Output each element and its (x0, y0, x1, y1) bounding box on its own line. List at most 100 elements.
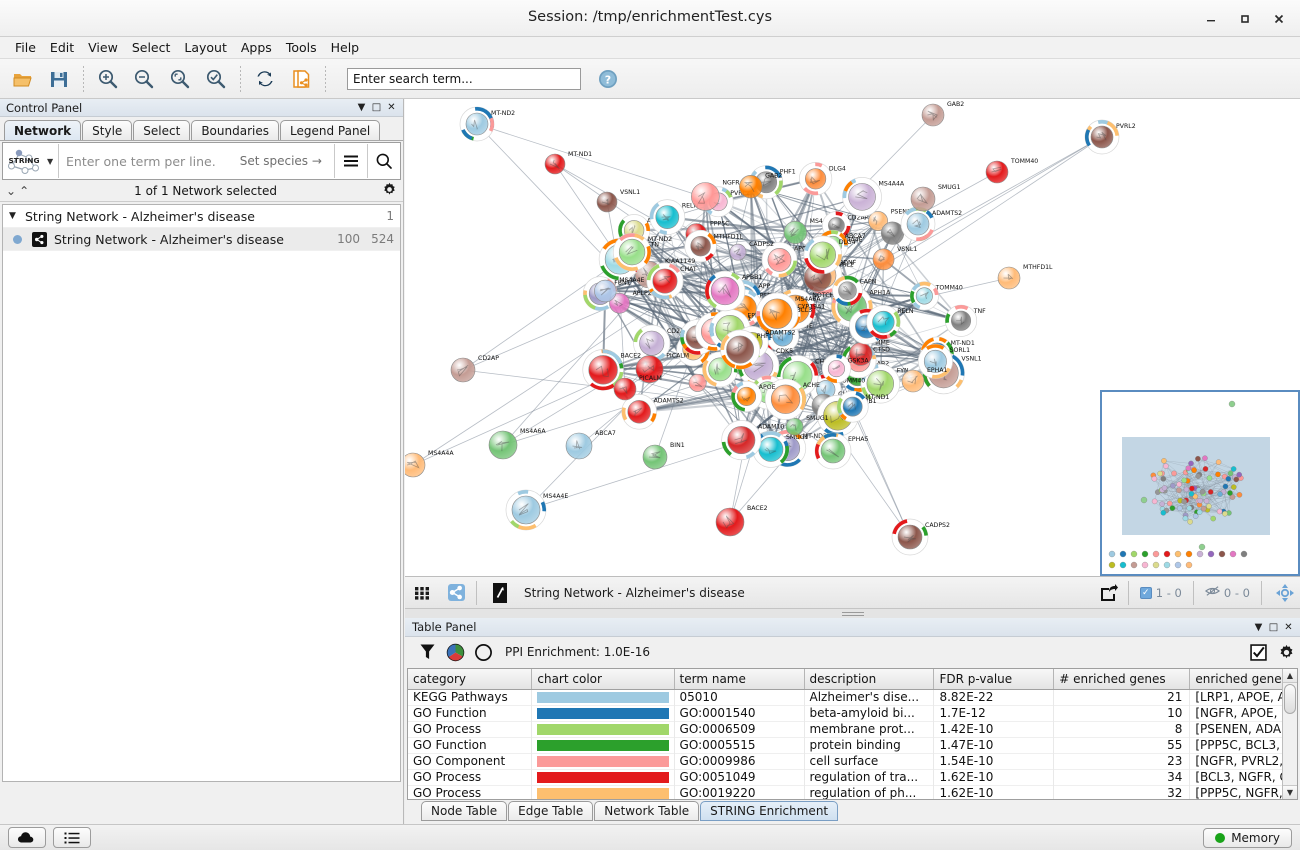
network-node[interactable]: BIN1 (642, 442, 685, 470)
table-row[interactable]: GO Process GO:0019220 regulation of ph... 1… (408, 785, 1297, 799)
hamburger-menu-icon[interactable] (335, 143, 367, 179)
network-node[interactable]: ADAMTS2 (621, 394, 684, 430)
menu-layout[interactable]: Layout (184, 40, 227, 55)
donut-chart-icon[interactable] (469, 639, 497, 665)
network-node[interactable]: ACHE (764, 378, 820, 420)
column-header-category[interactable]: category (408, 669, 533, 690)
network-node[interactable]: MS4A4A (405, 450, 454, 478)
hidden-nodes-badge[interactable]: 0 - 0 (1199, 585, 1256, 600)
pan-navigator-icon[interactable] (1270, 580, 1300, 606)
network-node[interactable]: SMUG1 (910, 184, 961, 212)
selected-nodes-badge[interactable]: ✓ 1 - 0 (1134, 586, 1188, 600)
task-list-icon[interactable] (53, 827, 91, 848)
network-node[interactable]: MS4A4E (505, 489, 568, 531)
memory-button[interactable]: Memory (1203, 827, 1292, 848)
network-node[interactable]: VSNL1 (872, 246, 917, 271)
network-node[interactable]: MTHFD1L (684, 229, 744, 263)
table-row[interactable]: GO Process GO:0006509 membrane prot... 1.42… (408, 721, 1297, 737)
network-node[interactable]: MT-ND1 (836, 390, 889, 423)
scroll-down-arrow-icon[interactable]: ▼ (1283, 785, 1297, 799)
select-all-checkbox-icon[interactable] (1244, 639, 1272, 665)
grid-layout-icon[interactable] (408, 580, 438, 606)
pie-chart-icon[interactable] (441, 639, 469, 665)
network-node[interactable]: MS4A4A (842, 177, 905, 217)
gear-icon[interactable] (1272, 639, 1300, 665)
network-node[interactable]: MTHFD1L (997, 264, 1053, 290)
search-icon[interactable] (368, 143, 400, 179)
control-panel-float-button[interactable]: □ (371, 102, 382, 113)
refresh-icon[interactable] (248, 63, 282, 95)
zoom-fit-icon[interactable] (163, 63, 197, 95)
tab-network-table[interactable]: Network Table (594, 801, 700, 821)
network-node[interactable]: CADPS2 (729, 241, 774, 261)
menu-file[interactable]: File (15, 40, 36, 55)
table-row[interactable]: GO Function GO:0005515 protein binding 1.47… (408, 737, 1297, 753)
tab-string-enrichment[interactable]: STRING Enrichment (700, 801, 839, 821)
network-node[interactable]: GSK3A (821, 354, 869, 384)
minimize-button[interactable] (1194, 4, 1228, 34)
network-node[interactable]: GAB2 (921, 101, 964, 127)
filter-funnel-icon[interactable] (413, 639, 441, 665)
network-node[interactable]: MT-ND2 (612, 232, 672, 272)
table-vertical-scrollbar[interactable]: ▲ ▼ (1282, 669, 1297, 799)
menu-select[interactable]: Select (131, 40, 171, 55)
column-header-term-name[interactable]: term name (674, 669, 805, 690)
string-network-icon[interactable] (441, 580, 471, 606)
table-row[interactable]: GO Function GO:0001540 beta-amyloid bi... 1… (408, 705, 1297, 721)
string-logo-icon[interactable]: STRING (3, 143, 47, 179)
network-node[interactable]: NGFR (691, 179, 740, 211)
set-species-link[interactable]: Set species → (239, 154, 322, 168)
network-node[interactable]: RELN (866, 304, 914, 340)
tab-select[interactable]: Select (133, 120, 191, 140)
network-node[interactable]: ADAMTS2 (900, 206, 962, 242)
network-nodes[interactable]: MT-ND2 MT-ND1 VSNL1 CD2AP MS4A4A MS4A6A MS4A4E… (405, 101, 1136, 556)
menu-apps[interactable]: Apps (240, 40, 272, 55)
panel-resize-handle[interactable] (405, 609, 1300, 618)
enrichment-table[interactable]: category chart color term name descripti… (407, 668, 1298, 800)
cloud-status-icon[interactable] (8, 827, 46, 848)
menu-view[interactable]: View (88, 40, 118, 55)
annotation-icon[interactable] (485, 580, 515, 606)
network-tree-child-row[interactable]: String Network - Alzheimer's disease 100… (3, 228, 400, 251)
network-node[interactable]: CHAT (646, 262, 697, 300)
network-node[interactable]: TOMM40 (985, 158, 1038, 184)
network-node[interactable]: EPHA1 (901, 367, 948, 393)
string-query-input[interactable]: Enter one term per line. Set species → (59, 154, 334, 169)
scroll-thumb[interactable] (1284, 684, 1296, 714)
network-node[interactable]: TNF (944, 304, 986, 337)
table-panel-float-button[interactable]: □ (1268, 621, 1279, 633)
network-node[interactable]: GAB2 (739, 172, 782, 199)
network-node[interactable]: DLG4 (803, 235, 856, 275)
network-node[interactable]: CD2AP (450, 355, 499, 383)
gear-icon[interactable] (382, 182, 397, 200)
expand-all-icon[interactable]: ⌃ (19, 183, 30, 198)
network-node[interactable]: CADPS2 (891, 518, 950, 556)
network-node[interactable]: MS4A6A (755, 292, 821, 335)
tab-legend-panel[interactable]: Legend Panel (280, 120, 381, 140)
network-node[interactable]: PSEN1 (868, 208, 911, 231)
column-header-description[interactable]: description (804, 669, 935, 690)
network-node[interactable]: PICALM (613, 375, 662, 401)
zoom-out-icon[interactable] (127, 63, 161, 95)
table-row[interactable]: GO Process GO:0051049 regulation of tra...… (408, 769, 1297, 785)
menu-tools[interactable]: Tools (285, 40, 317, 55)
network-node[interactable]: SORL1 (917, 343, 970, 379)
network-node[interactable]: SMUG1 (752, 430, 809, 468)
maximize-button[interactable] (1228, 4, 1262, 34)
scroll-up-arrow-icon[interactable]: ▲ (1283, 669, 1297, 683)
save-icon[interactable] (42, 63, 76, 95)
network-node[interactable]: EPHA5 (814, 432, 869, 470)
search-input[interactable]: Enter search term... (347, 67, 581, 90)
column-header-enriched-genes[interactable]: enriched genes (1189, 669, 1297, 690)
control-panel-dropdown-button[interactable]: ▼ (357, 102, 366, 113)
close-button[interactable] (1262, 4, 1296, 34)
table-panel-dropdown-button[interactable]: ▼ (1254, 621, 1263, 633)
column-header-enriched-gene-count[interactable]: # enriched genes (1053, 669, 1191, 690)
network-node[interactable]: VSNL1 (596, 189, 640, 213)
tab-style[interactable]: Style (82, 120, 133, 140)
network-node[interactable]: DLG4 (798, 162, 846, 196)
network-node[interactable]: BACE2 (582, 349, 641, 391)
control-panel-close-button[interactable]: ✕ (387, 102, 396, 113)
tab-network[interactable]: Network (4, 120, 82, 140)
share-network-icon[interactable] (284, 63, 318, 95)
